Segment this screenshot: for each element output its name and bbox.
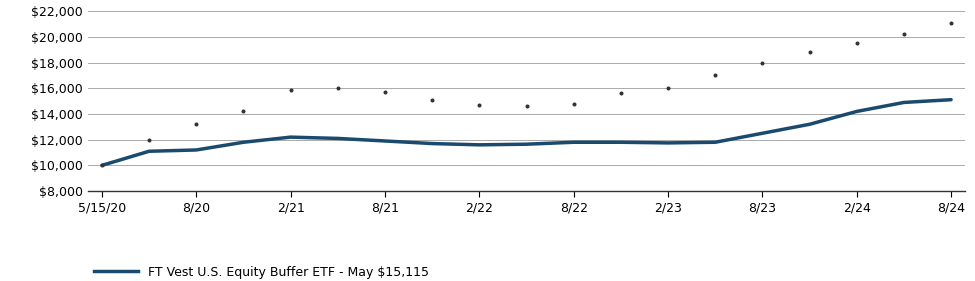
Legend: FT Vest U.S. Equity Buffer ETF - May $15,115, S&P 500® Index $21,091: FT Vest U.S. Equity Buffer ETF - May $15…: [94, 266, 429, 281]
